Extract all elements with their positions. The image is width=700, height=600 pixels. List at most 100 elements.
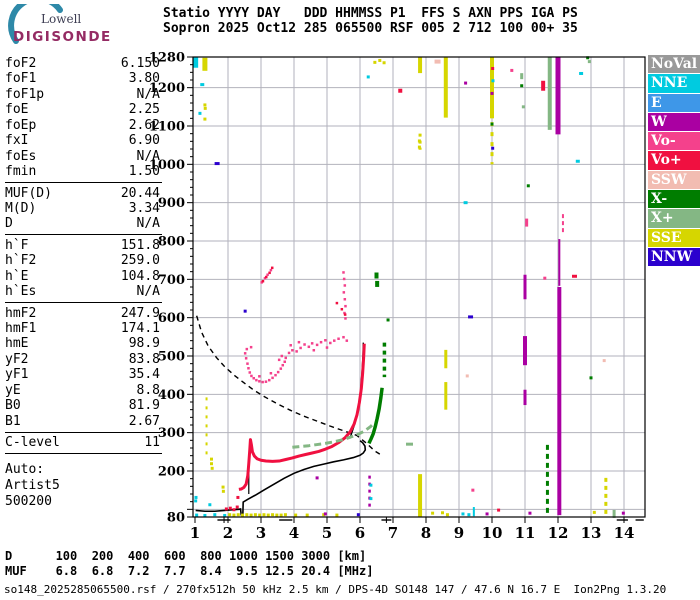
svg-text:12: 12 xyxy=(548,524,569,542)
header-line1: Statio YYYY DAY DDD HHMMSS P1 FFS S AXN … xyxy=(163,6,578,21)
param-label: MUF(D) xyxy=(5,185,52,201)
header-line2: Sopron 2025 Oct12 285 065500 RSF 005 2 7… xyxy=(163,20,578,36)
param-label: Auto: xyxy=(5,462,45,477)
param-row: fxI 6.90 xyxy=(5,133,160,148)
svg-text:300: 300 xyxy=(158,426,185,441)
svg-text:1200: 1200 xyxy=(149,81,185,96)
svg-text:2: 2 xyxy=(223,524,233,542)
param-group: foF2 6.150 foF1 3.80 foF1p N/A foE 2.25 foEp 2.62… xyxy=(5,56,160,180)
svg-text:200: 200 xyxy=(158,465,185,480)
param-row: h`F2 259.0 xyxy=(5,253,160,268)
param-group: h`F 151.8 h`F2 259.0 h`E 104.8 h`Es N/A xyxy=(5,238,160,300)
logo-arc-icon xyxy=(8,4,63,44)
param-label: C-level xyxy=(5,435,60,451)
param-label: foE xyxy=(5,102,29,118)
legend-item-vo: Vo- xyxy=(648,132,700,151)
svg-text:80: 80 xyxy=(167,511,185,526)
svg-text:9: 9 xyxy=(454,524,464,542)
param-label: foEp xyxy=(5,117,37,133)
svg-text:500: 500 xyxy=(158,350,185,365)
svg-text:4: 4 xyxy=(289,524,299,542)
param-row: hmF2 247.9 xyxy=(5,306,160,321)
svg-text:10: 10 xyxy=(482,524,503,542)
param-label: 500200 xyxy=(5,494,52,509)
param-value: N/A xyxy=(136,86,160,102)
param-label: yF1 xyxy=(5,367,29,383)
param-value: N/A xyxy=(136,216,160,232)
param-label: foF2 xyxy=(5,56,37,71)
param-value: 151.8 xyxy=(120,237,160,253)
param-label: foEs xyxy=(5,148,37,164)
param-row: B1 2.67 xyxy=(5,414,160,429)
param-value: 2.25 xyxy=(128,102,160,118)
svg-text:11: 11 xyxy=(515,524,536,542)
param-value: 2.62 xyxy=(128,117,160,133)
param-label: h`Es xyxy=(5,284,37,300)
param-label: B0 xyxy=(5,398,21,414)
param-label: foF1p xyxy=(5,86,45,102)
param-row: Auto: xyxy=(5,462,160,478)
legend-item-sse: SSE xyxy=(648,228,700,247)
muf-row: MUF 6.8 6.8 7.2 7.7 8.4 9.5 12.5 20.4 [M… xyxy=(5,564,374,578)
param-value: 104.8 xyxy=(120,268,160,284)
param-label: h`E xyxy=(5,268,29,284)
gridlines xyxy=(193,57,645,517)
legend-item-e: E xyxy=(648,93,700,112)
param-group: MUF(D) 20.44 M(D) 3.34 D N/A xyxy=(5,186,160,232)
svg-text:900: 900 xyxy=(158,196,185,211)
legend-item-x: X+ xyxy=(648,209,700,228)
param-divider xyxy=(5,453,162,454)
param-row: yF1 35.4 xyxy=(5,367,160,382)
svg-text:13: 13 xyxy=(581,524,602,542)
parameter-panel: foF2 6.150 foF1 3.80 foF1p N/A foE 2.25 foEp 2.62… xyxy=(5,56,162,510)
param-row: Artist5 xyxy=(5,478,160,494)
param-value: N/A xyxy=(136,148,160,164)
param-row: h`Es N/A xyxy=(5,284,160,299)
param-value: 35.4 xyxy=(128,367,160,383)
legend-item-x: X- xyxy=(648,190,700,209)
param-row: B0 81.9 xyxy=(5,398,160,413)
svg-text:800: 800 xyxy=(158,235,185,250)
param-row: 500200 xyxy=(5,494,160,510)
param-divider xyxy=(5,431,162,433)
param-row: foF1p N/A xyxy=(5,87,160,102)
param-label: hmF1 xyxy=(5,321,37,336)
legend-item-ssw: SSW xyxy=(648,170,700,190)
noise-stripes xyxy=(193,57,608,517)
param-divider xyxy=(5,302,162,304)
param-value: 247.9 xyxy=(120,305,160,321)
svg-text:3: 3 xyxy=(256,524,266,542)
param-label: yE xyxy=(5,382,21,398)
param-label: fxI xyxy=(5,133,29,149)
param-label: yF2 xyxy=(5,351,29,367)
param-row: fmin 1.50 xyxy=(5,164,160,179)
param-label: D xyxy=(5,216,13,232)
param-label: Artist5 xyxy=(5,478,60,493)
svg-text:400: 400 xyxy=(158,388,185,403)
param-row: C-level 11 xyxy=(5,435,160,450)
param-row: foE 2.25 xyxy=(5,102,160,117)
param-value: 8.8 xyxy=(136,382,160,398)
svg-text:1: 1 xyxy=(190,524,200,542)
param-value: 174.1 xyxy=(120,321,160,336)
legend-item-noval: NoVal xyxy=(648,55,700,74)
svg-text:1100: 1100 xyxy=(149,120,185,135)
param-label: h`F2 xyxy=(5,253,37,269)
legend-item-w: W xyxy=(648,112,700,132)
param-row: yF2 83.8 xyxy=(5,352,160,367)
param-value: 2.67 xyxy=(128,413,160,429)
param-row: h`E 104.8 xyxy=(5,269,160,284)
param-value: 20.44 xyxy=(120,185,160,201)
logo-digisonde-text: DIGISONDE xyxy=(13,29,112,45)
svg-text:5: 5 xyxy=(322,524,332,542)
param-row: hmF1 174.1 xyxy=(5,321,160,336)
param-label: hmE xyxy=(5,336,29,352)
param-group: hmF2 247.9 hmF1 174.1 hmE 98.9 yF2 83.8 yF1 35.4 y… xyxy=(5,306,160,430)
svg-text:1280: 1280 xyxy=(149,51,185,66)
param-value: 259.0 xyxy=(120,253,160,269)
svg-text:14: 14 xyxy=(614,524,635,542)
direction-legend: NoVal NNE E W Vo- Vo+ SSW X- X+ SSE NNW xyxy=(648,55,700,267)
param-label: M(D) xyxy=(5,200,37,216)
param-label: foF1 xyxy=(5,71,37,87)
